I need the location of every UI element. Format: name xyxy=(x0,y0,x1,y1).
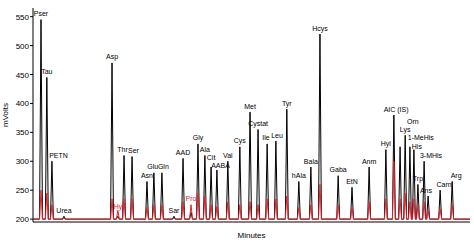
chart: 200 250 300 350 400 450 500 550 Minutes mVolts Pse… xyxy=(0,0,474,250)
peak-label: Met xyxy=(244,103,256,110)
traces xyxy=(33,20,470,220)
peak-label: Trp xyxy=(413,175,423,183)
peak-label: Arg xyxy=(451,172,462,180)
y-tick xyxy=(30,219,33,220)
peak-label: PETN xyxy=(49,152,68,159)
peak-label: Val xyxy=(223,152,233,159)
y-tick-label: 200 xyxy=(16,215,30,224)
peak-label: Lys xyxy=(400,126,411,134)
peak-label: Carn xyxy=(437,181,452,188)
y-tick xyxy=(30,161,33,162)
peak-label: Ala xyxy=(200,146,210,153)
peak-label: Bala xyxy=(304,158,318,165)
peak-label: Hyl xyxy=(381,140,392,148)
peak-label: AAD xyxy=(176,149,190,156)
peak-label: Glu xyxy=(147,163,158,170)
trace xyxy=(33,20,470,220)
peak-label: Cystat xyxy=(248,120,268,128)
peak-label: Gly xyxy=(193,134,204,142)
peak-label: Leu xyxy=(271,132,283,139)
peak-label: Tyr xyxy=(282,100,292,108)
peak-label: hAla xyxy=(292,172,306,179)
peak-label: 3-MHis xyxy=(420,152,443,159)
peak-label: Anm xyxy=(362,158,377,165)
peak-label: EtN xyxy=(346,178,358,185)
y-tick xyxy=(30,190,33,191)
y-tick xyxy=(30,16,33,17)
peak-label: Hcys xyxy=(312,25,328,33)
peak-label: Cys xyxy=(234,137,247,145)
peak-label: Asn xyxy=(141,172,153,179)
peak-label: Gln xyxy=(158,163,169,170)
y-tick-label: 550 xyxy=(16,13,30,22)
peak-label: AIC (IS) xyxy=(384,106,409,114)
y-axis-label: mVolts xyxy=(1,103,10,127)
y-tick-label: 500 xyxy=(16,42,30,51)
peak-label: Cit xyxy=(207,154,216,161)
peak-label: Pser xyxy=(34,10,49,17)
peak-label: Sar xyxy=(168,207,180,214)
x-axis xyxy=(33,222,470,223)
y-tick-label: 300 xyxy=(16,157,30,166)
y-tick-label: 350 xyxy=(16,128,30,137)
y-tick-label: 250 xyxy=(16,186,30,195)
peak-label: 1-MeHis xyxy=(408,134,435,141)
peak-label: Ans xyxy=(420,187,433,194)
y-tick-label: 400 xyxy=(16,99,30,108)
peak-label: Urea xyxy=(56,207,71,214)
peak-label: Ile xyxy=(262,134,270,141)
peak-label: Asp xyxy=(106,53,118,61)
peak-label: Tau xyxy=(41,68,52,75)
y-tick xyxy=(30,45,33,46)
peak-label: AABA xyxy=(211,162,230,169)
peak-label: Pro xyxy=(186,195,197,202)
x-axis-label: Minutes xyxy=(237,231,265,240)
peak-label: Gaba xyxy=(330,166,347,173)
y-tick xyxy=(30,103,33,104)
peak-label: Hyp xyxy=(114,203,127,211)
peak-label: Thr xyxy=(117,146,128,153)
trace xyxy=(33,161,470,219)
y-tick xyxy=(30,74,33,75)
peak-label: Orn xyxy=(407,118,419,125)
peak-label: His xyxy=(412,143,423,150)
y-tick xyxy=(30,132,33,133)
y-tick-label: 450 xyxy=(16,71,30,80)
peak-label: Ser xyxy=(128,147,140,154)
